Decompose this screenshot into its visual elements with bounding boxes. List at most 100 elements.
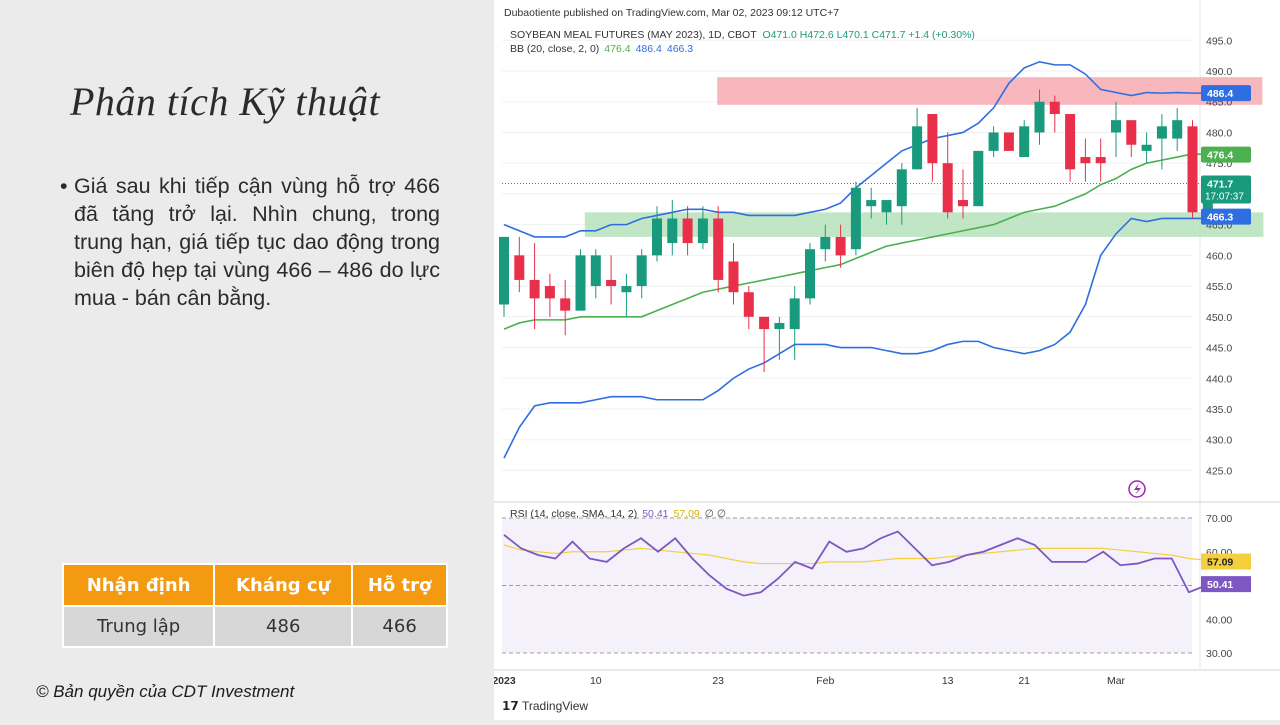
bb-legend: BB (20, close, 2, 0) 476.4 486.4 466.3 bbox=[510, 43, 693, 55]
candle-body bbox=[988, 132, 999, 151]
zones bbox=[584, 77, 1264, 237]
candle-body bbox=[606, 279, 617, 287]
candle bbox=[697, 206, 708, 250]
resistance-zone bbox=[717, 77, 1263, 105]
candle bbox=[866, 187, 877, 219]
price-tick-label: 490.0 bbox=[1206, 66, 1232, 78]
candle-body bbox=[1034, 101, 1045, 133]
candle-body bbox=[927, 114, 938, 164]
summary-table: Nhận định Kháng cự Hỗ trợ Trung lập 486 … bbox=[61, 563, 448, 648]
candle bbox=[529, 243, 540, 330]
bollinger-bands bbox=[503, 60, 1224, 459]
time-tick-label: 10 bbox=[590, 675, 602, 687]
chart-panel[interactable]: 425.0 430.0 435.0 440.0 445.0 450.0 455.0 460.0… bbox=[492, 0, 1280, 720]
candle-body bbox=[835, 236, 846, 256]
price-chart[interactable]: 425.0 430.0 435.0 440.0 445.0 450.0 455.0 460.0… bbox=[492, 0, 1280, 720]
tradingview-logo: 𝟭𝟳 TradingView bbox=[502, 699, 588, 713]
candle bbox=[789, 286, 800, 360]
candle-body bbox=[896, 169, 907, 207]
candle bbox=[514, 236, 525, 293]
candle bbox=[820, 224, 831, 262]
price-tick-label: 425.0 bbox=[1206, 465, 1232, 477]
candle bbox=[850, 181, 861, 256]
bb-upper-badge: 486.4 bbox=[1207, 88, 1233, 100]
candles bbox=[499, 89, 1229, 373]
rsi-tick-label: 70.00 bbox=[1206, 513, 1232, 525]
candle-body bbox=[1049, 101, 1060, 115]
candle-body bbox=[621, 286, 632, 293]
last-price-badge-bg bbox=[1201, 175, 1251, 204]
candle-body bbox=[590, 255, 601, 287]
candle-body bbox=[728, 261, 739, 293]
copyright-note: © Bản quyền của CDT Investment bbox=[36, 682, 295, 701]
candle bbox=[1172, 107, 1183, 151]
candle-body bbox=[713, 218, 724, 280]
candle-body bbox=[850, 187, 861, 250]
candle-body bbox=[1080, 157, 1091, 164]
bb-middle-badge-bg bbox=[1201, 146, 1251, 163]
bb-middle-badge: 476.4 bbox=[1207, 150, 1233, 162]
candle bbox=[1187, 120, 1198, 219]
rsi-extra: ∅ ∅ bbox=[705, 508, 726, 520]
candle-body bbox=[544, 286, 555, 299]
price-tick-label: 440.0 bbox=[1206, 373, 1232, 385]
candle bbox=[927, 114, 938, 182]
candle bbox=[713, 206, 724, 293]
time-tick-label: 2023 bbox=[494, 675, 516, 687]
candle-body bbox=[682, 218, 693, 244]
candle bbox=[1156, 114, 1167, 170]
bb-lower-line bbox=[503, 215, 1224, 459]
candle-body bbox=[958, 200, 968, 207]
time-axis: 2023 10 23 Feb 13 21 Mar bbox=[492, 675, 1125, 687]
candle bbox=[912, 107, 923, 170]
time-tick-label: 23 bbox=[712, 675, 724, 687]
summary-value-row: Trung lập 486 466 bbox=[61, 605, 448, 648]
summary-header-row: Nhận định Kháng cự Hỗ trợ bbox=[61, 563, 448, 607]
candle-body bbox=[973, 150, 984, 207]
price-tick-label: 435.0 bbox=[1206, 404, 1232, 416]
price-tick-label: 480.0 bbox=[1206, 127, 1232, 139]
candle-body bbox=[529, 279, 540, 299]
candle bbox=[652, 206, 662, 262]
candle-body bbox=[866, 200, 877, 207]
candle bbox=[1019, 120, 1030, 158]
last-price-badge: 471.7 bbox=[1207, 178, 1233, 190]
candle bbox=[1034, 89, 1045, 145]
bb-upper-badge-bg bbox=[1201, 85, 1251, 102]
tv-watermark: TradingView bbox=[522, 699, 588, 713]
candle-body bbox=[575, 255, 586, 311]
rsi-sma-line bbox=[503, 544, 1224, 565]
candle-body bbox=[1187, 126, 1198, 213]
candle-body bbox=[1065, 114, 1076, 170]
bb-upper-value: 486.4 bbox=[636, 43, 662, 55]
candle bbox=[743, 286, 754, 330]
price-tick-label: 430.0 bbox=[1206, 435, 1232, 447]
price-tick-label: 455.0 bbox=[1206, 281, 1232, 293]
bb-mid-value: 476.4 bbox=[604, 43, 630, 55]
candle bbox=[942, 132, 953, 219]
candle bbox=[896, 163, 907, 225]
candle-body bbox=[1141, 144, 1152, 151]
resistance-value: 486 bbox=[213, 605, 354, 648]
candle bbox=[1095, 138, 1106, 182]
rsi-tick-label: 40.00 bbox=[1206, 614, 1232, 626]
candle bbox=[1003, 132, 1014, 151]
analysis-bullet: • Giá sau khi tiếp cận vùng hỗ trợ 466 đ… bbox=[60, 172, 440, 312]
candle-body bbox=[1111, 120, 1121, 133]
countdown-timer: 17:07:37 bbox=[1205, 191, 1244, 202]
candle bbox=[606, 255, 617, 305]
candle bbox=[544, 273, 555, 317]
rsi-ma-value: 57.09 bbox=[674, 508, 700, 520]
time-tick-label: Feb bbox=[816, 675, 834, 687]
candle bbox=[958, 169, 968, 219]
candle bbox=[1111, 101, 1121, 158]
candle-body bbox=[759, 316, 770, 330]
candle-body bbox=[1019, 126, 1030, 158]
slide-title: Phân tích Kỹ thuật bbox=[70, 79, 381, 124]
candle-body bbox=[514, 255, 525, 280]
candle-body bbox=[789, 298, 800, 330]
rsi-line bbox=[503, 530, 1224, 597]
candle bbox=[682, 206, 693, 256]
lightning-icon[interactable] bbox=[1128, 480, 1146, 498]
